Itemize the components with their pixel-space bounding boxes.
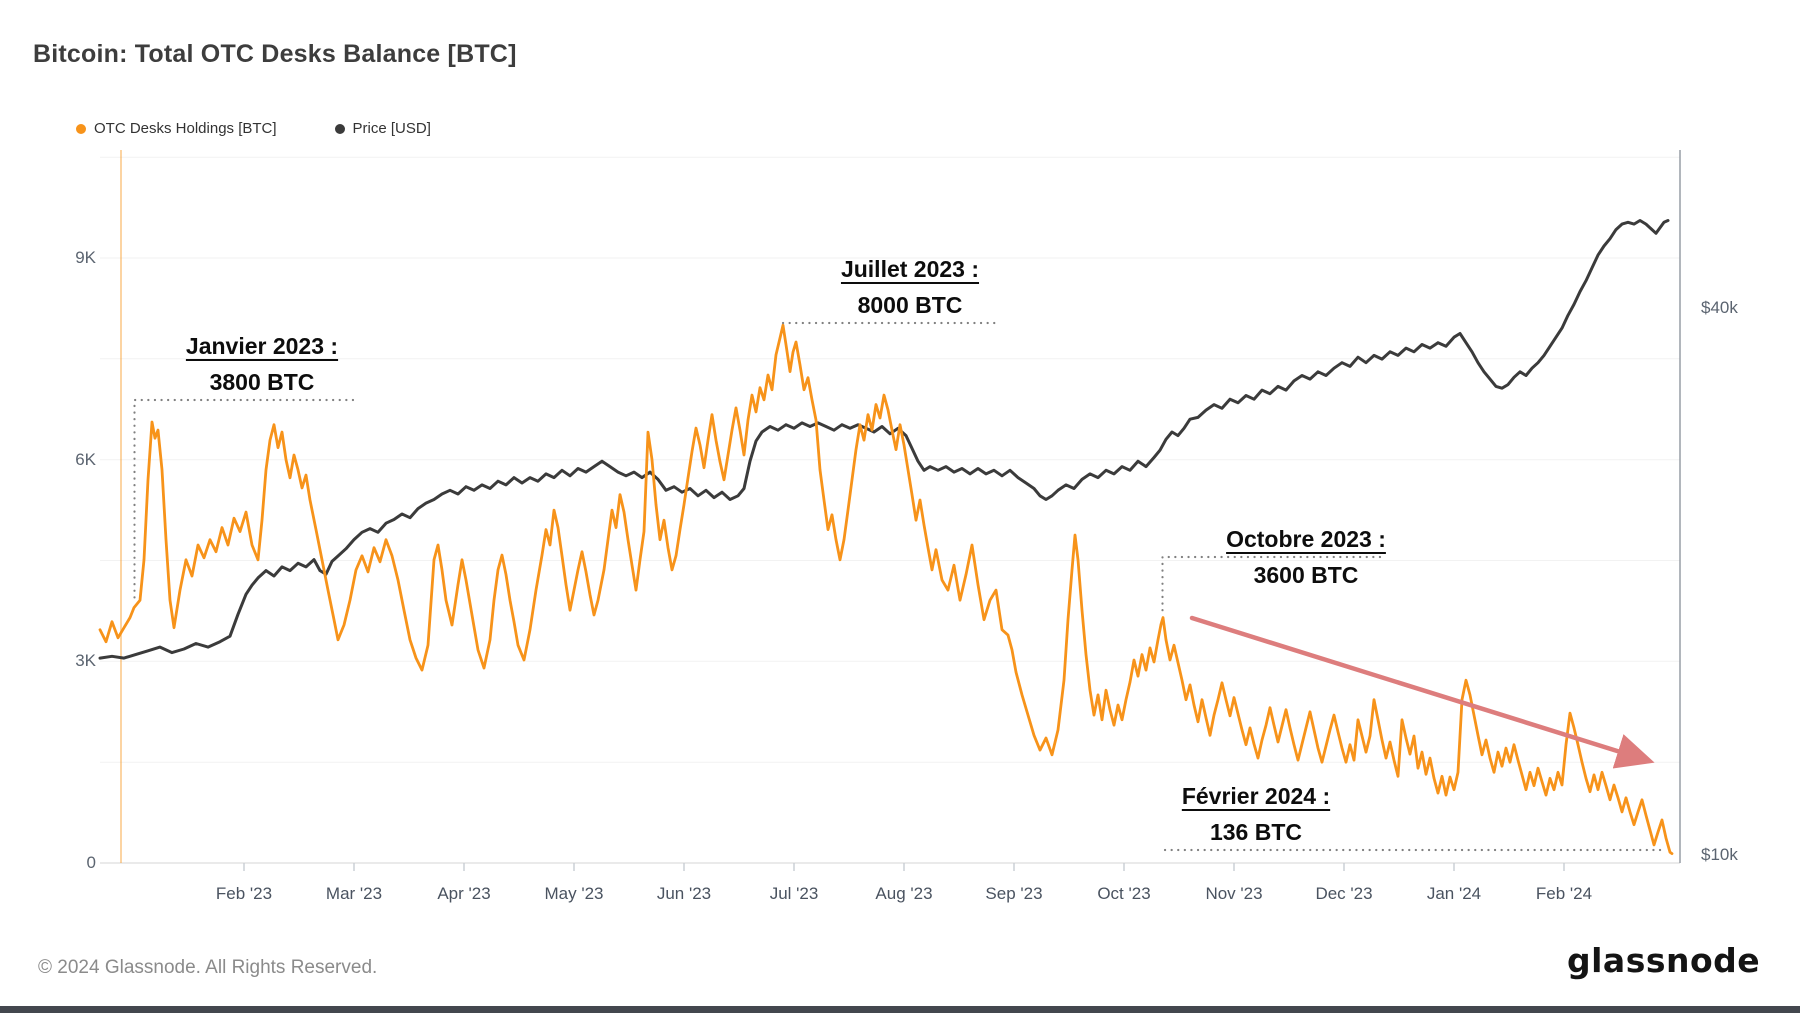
y-axis-label-left: 9K (75, 248, 96, 267)
page-title: Bitcoin: Total OTC Desks Balance [BTC] (33, 40, 517, 68)
y-axis-label-right: $10k (1701, 845, 1738, 864)
price-series-dot-icon (334, 123, 345, 134)
x-axis-label: Feb '23 (215, 884, 273, 903)
annotation-fevrier-2024: Février 2024 : 136 BTC (1136, 778, 1376, 850)
y-axis-label-left: 3K (75, 651, 96, 670)
annotation-juillet-value: 8000 BTC (857, 292, 963, 318)
y-axis-label-right: $40k (1701, 298, 1738, 317)
chart-legend: OTC Desks Holdings [BTC] Price [USD] (76, 120, 431, 137)
series-otc-holdings (98, 323, 1674, 855)
x-axis-label: Feb '24 (1535, 884, 1593, 903)
x-axis-label: Aug '23 (875, 884, 933, 903)
x-axis-label: Sep '23 (985, 884, 1043, 903)
chart-series (98, 219, 1674, 855)
series-price (98, 219, 1670, 660)
legend-label-otc: OTC Desks Holdings [BTC] (94, 120, 277, 137)
annotation-janvier-title: Janvier 2023 : (185, 333, 339, 359)
x-axis-label: Jul '23 (769, 884, 819, 903)
bottom-window-bar (0, 1006, 1800, 1013)
annotation-octobre-title: Octobre 2023 : (1226, 526, 1386, 552)
annotation-dotted-janvier (133, 398, 355, 602)
annotation-octobre-2023: Octobre 2023 : 3600 BTC (1186, 521, 1426, 593)
chart-grid (100, 150, 1681, 871)
x-axis-label: Jun '23 (656, 884, 712, 903)
x-axis-label: May '23 (544, 884, 604, 903)
annotation-juillet-2023: Juillet 2023 : 8000 BTC (790, 251, 1030, 323)
x-axis-label: Oct '23 (1097, 884, 1151, 903)
annotation-fevrier-value: 136 BTC (1209, 819, 1303, 845)
copyright-text: © 2024 Glassnode. All Rights Reserved. (38, 957, 378, 978)
legend-item-price[interactable]: Price [USD] (334, 120, 431, 137)
y-axis-label-left: 6K (75, 450, 96, 469)
annotation-juillet-title: Juillet 2023 : (840, 256, 980, 282)
y-axis-label-left: 0 (86, 853, 96, 872)
x-axis-label: Mar '23 (325, 884, 383, 903)
x-axis-label: Dec '23 (1315, 884, 1373, 903)
legend-item-otc-holdings[interactable]: OTC Desks Holdings [BTC] (76, 120, 277, 137)
annotation-janvier-2023: Janvier 2023 : 3800 BTC (142, 328, 382, 400)
trend-arrow (1189, 615, 1655, 769)
x-axis-label: Nov '23 (1205, 884, 1263, 903)
x-axis-label: Apr '23 (437, 884, 491, 903)
annotation-octobre-value: 3600 BTC (1253, 562, 1359, 588)
glassnode-logo: glassnode (1567, 941, 1761, 980)
x-axis-label: Jan '24 (1426, 884, 1482, 903)
otc-series-dot-icon (76, 123, 86, 134)
legend-label-price: Price [USD] (352, 120, 431, 137)
annotation-fevrier-title: Février 2024 : (1181, 783, 1331, 809)
chart-annotations (133, 321, 1665, 852)
annotation-dotted-octobre (1161, 555, 1382, 614)
annotation-janvier-value: 3800 BTC (209, 369, 315, 395)
